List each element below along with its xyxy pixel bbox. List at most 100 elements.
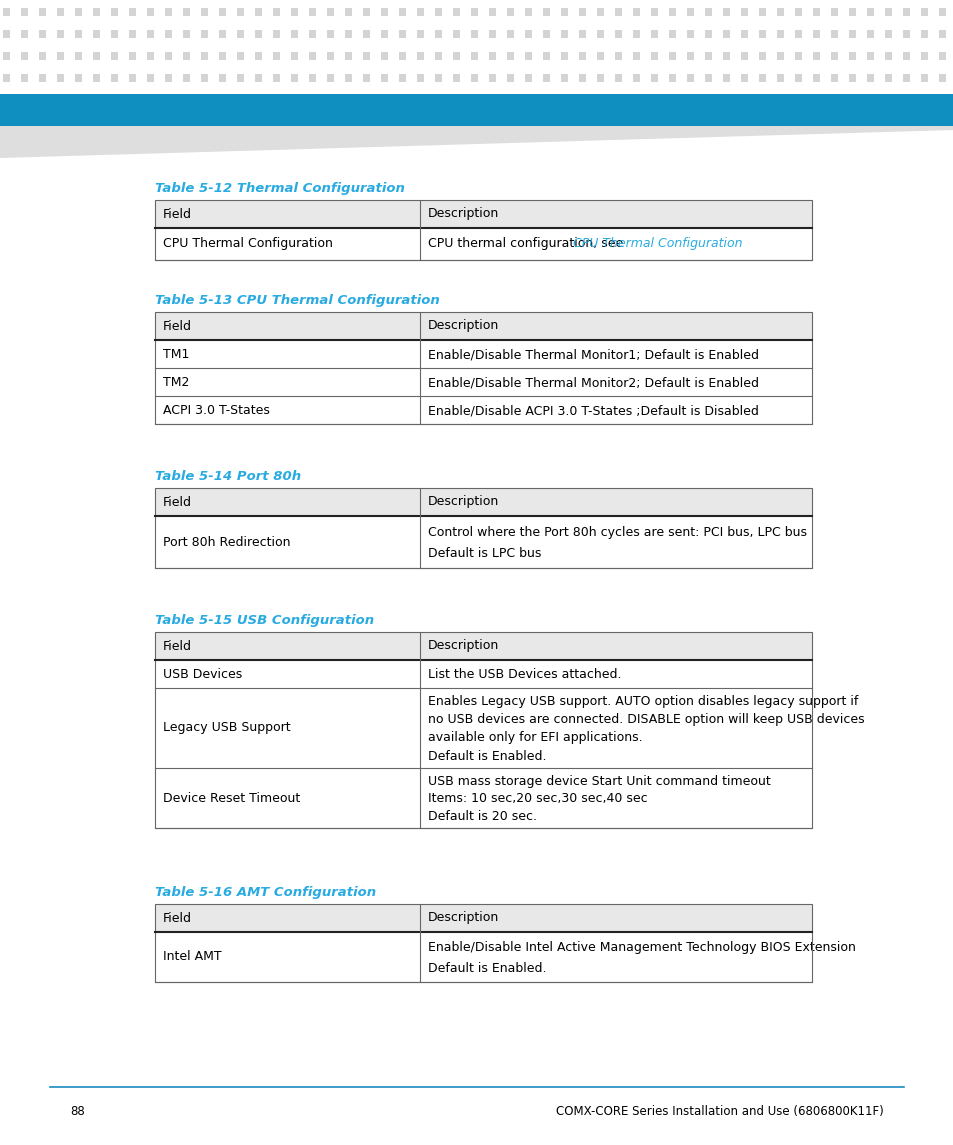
- Text: Control where the Port 80h cycles are sent: PCI bus, LPC bus: Control where the Port 80h cycles are se…: [428, 526, 806, 539]
- Bar: [597, 52, 603, 60]
- Text: no USB devices are connected. DISABLE option will keep USB devices: no USB devices are connected. DISABLE op…: [428, 713, 863, 726]
- Bar: [506, 8, 514, 16]
- Bar: [633, 30, 639, 38]
- Text: Description: Description: [428, 911, 498, 924]
- Bar: [147, 8, 153, 16]
- Bar: [920, 8, 927, 16]
- Bar: [236, 8, 244, 16]
- Bar: [147, 30, 153, 38]
- Bar: [542, 8, 550, 16]
- Bar: [3, 74, 10, 82]
- Bar: [183, 8, 190, 16]
- Bar: [165, 74, 172, 82]
- Bar: [506, 52, 514, 60]
- Text: Field: Field: [163, 911, 192, 924]
- Bar: [154, 311, 811, 424]
- Bar: [615, 74, 621, 82]
- Bar: [578, 74, 585, 82]
- Bar: [273, 52, 280, 60]
- Bar: [794, 52, 801, 60]
- Bar: [21, 52, 28, 60]
- Bar: [57, 30, 64, 38]
- Bar: [560, 8, 567, 16]
- Bar: [111, 52, 118, 60]
- Bar: [111, 8, 118, 16]
- Bar: [165, 8, 172, 16]
- Bar: [254, 52, 262, 60]
- Text: Default is 20 sec.: Default is 20 sec.: [428, 810, 537, 823]
- Text: 88: 88: [70, 1105, 85, 1118]
- Bar: [363, 74, 370, 82]
- Bar: [201, 8, 208, 16]
- Bar: [380, 74, 388, 82]
- Bar: [154, 488, 811, 568]
- Bar: [597, 8, 603, 16]
- Bar: [650, 30, 658, 38]
- Bar: [615, 52, 621, 60]
- Bar: [938, 74, 945, 82]
- Bar: [578, 8, 585, 16]
- Bar: [363, 52, 370, 60]
- Bar: [416, 30, 423, 38]
- Bar: [147, 74, 153, 82]
- Bar: [416, 8, 423, 16]
- Bar: [489, 30, 496, 38]
- Bar: [668, 74, 676, 82]
- Bar: [650, 74, 658, 82]
- Text: Default is Enabled.: Default is Enabled.: [428, 962, 546, 974]
- Bar: [380, 30, 388, 38]
- Bar: [273, 74, 280, 82]
- Bar: [398, 74, 406, 82]
- Text: COMX-CORE Series Installation and Use (6806800K11F): COMX-CORE Series Installation and Use (6…: [556, 1105, 883, 1118]
- Bar: [57, 74, 64, 82]
- Text: BIOS: BIOS: [71, 101, 120, 119]
- Bar: [866, 30, 873, 38]
- Bar: [39, 8, 46, 16]
- Bar: [902, 30, 909, 38]
- Bar: [866, 8, 873, 16]
- Bar: [938, 8, 945, 16]
- Bar: [848, 74, 855, 82]
- Text: Table 5-13 CPU Thermal Configuration: Table 5-13 CPU Thermal Configuration: [154, 294, 439, 307]
- Bar: [812, 30, 820, 38]
- Bar: [219, 52, 226, 60]
- Bar: [236, 30, 244, 38]
- Bar: [183, 30, 190, 38]
- Bar: [668, 30, 676, 38]
- Bar: [435, 8, 441, 16]
- Bar: [830, 74, 837, 82]
- Bar: [309, 30, 315, 38]
- Text: Intel AMT: Intel AMT: [163, 950, 221, 963]
- Bar: [154, 632, 811, 828]
- Bar: [236, 52, 244, 60]
- Bar: [165, 30, 172, 38]
- Bar: [633, 74, 639, 82]
- Bar: [704, 52, 711, 60]
- Polygon shape: [0, 126, 953, 158]
- Bar: [830, 52, 837, 60]
- Bar: [111, 30, 118, 38]
- Bar: [524, 8, 532, 16]
- Bar: [902, 74, 909, 82]
- Bar: [686, 74, 693, 82]
- Bar: [759, 30, 765, 38]
- Bar: [39, 30, 46, 38]
- Bar: [578, 30, 585, 38]
- Bar: [154, 311, 811, 340]
- Bar: [398, 52, 406, 60]
- Bar: [740, 8, 747, 16]
- Bar: [435, 30, 441, 38]
- Text: Description: Description: [428, 207, 498, 221]
- Text: Enable/Disable Intel Active Management Technology BIOS Extension: Enable/Disable Intel Active Management T…: [428, 941, 855, 954]
- Text: Port 80h Redirection: Port 80h Redirection: [163, 536, 291, 548]
- Bar: [154, 488, 811, 516]
- Bar: [111, 74, 118, 82]
- Bar: [3, 30, 10, 38]
- Bar: [129, 74, 136, 82]
- Bar: [884, 74, 891, 82]
- Bar: [147, 52, 153, 60]
- Bar: [309, 8, 315, 16]
- Bar: [92, 52, 100, 60]
- Bar: [380, 52, 388, 60]
- Bar: [884, 8, 891, 16]
